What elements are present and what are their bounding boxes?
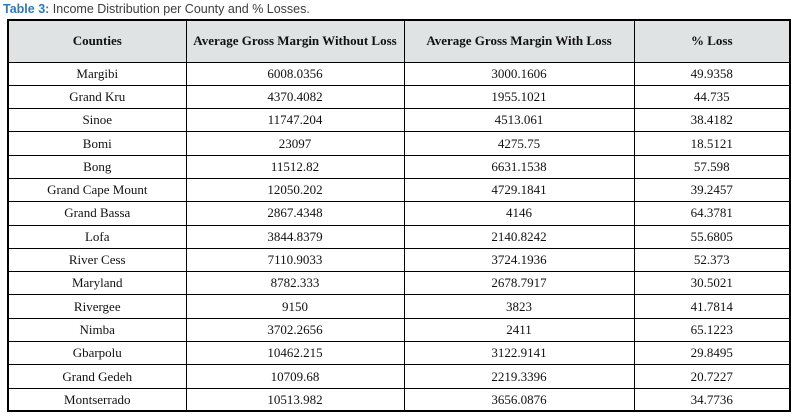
header-cell-percent-loss: % Loss [633,19,791,63]
value-cell: 4370.4082 [185,84,405,110]
table-row: Margibi 6008.0356 3000.1606 49.9358 [7,61,791,86]
value-cell: 3844.8379 [185,224,405,249]
county-cell: Grand Kru [7,84,187,110]
value-cell: 1955.1021 [403,84,635,110]
header-cell-counties: Counties [7,19,187,63]
table-row: Bong 11512.82 6631.1538 57.598 [7,154,791,179]
value-cell: 2140.8242 [403,224,635,249]
table-row: Nimba 3702.2656 2411 65.1223 [7,317,791,343]
value-cell: 57.598 [633,154,791,179]
value-cell: 4146 [403,201,635,226]
value-cell: 4275.75 [403,131,635,156]
table-row: Grand Cape Mount 12050.202 4729.1841 39.245… [7,177,791,203]
value-cell: 3823 [403,294,635,319]
county-cell: Lofa [7,224,187,249]
header-cell-avg-gross-margin-without-loss: Average Gross Margin Without Loss [185,19,405,63]
county-cell: Grand Bassa [7,201,187,226]
value-cell: 34.7736 [633,387,791,412]
table-caption-tag: Table 3: [3,2,50,16]
value-cell: 3702.2656 [185,317,405,343]
value-cell: 8782.333 [185,271,405,296]
county-cell: Bomi [7,131,187,156]
value-cell: 39.2457 [633,177,791,203]
value-cell: 2867.4348 [185,201,405,226]
value-cell: 2678.7917 [403,271,635,296]
value-cell: 3724.1936 [403,247,635,273]
county-cell: Grand Gedeh [7,364,187,389]
county-cell: River Cess [7,247,187,273]
value-cell: 10709.68 [185,364,405,389]
value-cell: 11747.204 [185,108,405,133]
value-cell: 9150 [185,294,405,319]
value-cell: 38.4182 [633,108,791,133]
table-row: Lofa 3844.8379 2140.8242 55.6805 [7,224,791,249]
value-cell: 52.373 [633,247,791,273]
value-cell: 12050.202 [185,177,405,203]
table-row: Grand Gedeh 10709.68 2219.3396 20.7227 [7,364,791,389]
value-cell: 2411 [403,317,635,343]
county-cell: Bong [7,154,187,179]
value-cell: 18.5121 [633,131,791,156]
value-cell: 20.7227 [633,364,791,389]
value-cell: 41.7814 [633,294,791,319]
value-cell: 23097 [185,131,405,156]
value-cell: 2219.3396 [403,364,635,389]
table-row: River Cess 7110.9033 3724.1936 52.373 [7,247,791,273]
county-cell: Maryland [7,271,187,296]
table-row: Gbarpolu 10462.215 3122.9141 29.8495 [7,341,791,366]
value-cell: 29.8495 [633,341,791,366]
value-cell: 65.1223 [633,317,791,343]
value-cell: 3656.0876 [403,387,635,412]
value-cell: 6008.0356 [185,61,405,86]
value-cell: 3122.9141 [403,341,635,366]
value-cell: 55.6805 [633,224,791,249]
county-cell: Rivergee [7,294,187,319]
value-cell: 4513.061 [403,108,635,133]
table-caption: Table 3: Income Distribution per County … [0,0,794,19]
value-cell: 10513.982 [185,387,405,412]
county-cell: Montserrado [7,387,187,412]
county-cell: Gbarpolu [7,341,187,366]
value-cell: 49.9358 [633,61,791,86]
table-row: Maryland 8782.333 2678.7917 30.5021 [7,271,791,296]
table-row: Sinoe 11747.204 4513.061 38.4182 [7,108,791,133]
value-cell: 7110.9033 [185,247,405,273]
county-cell: Sinoe [7,108,187,133]
value-cell: 3000.1606 [403,61,635,86]
table-body: Margibi 6008.0356 3000.1606 49.9358 Grand Kr… [7,61,791,412]
county-cell: Margibi [7,61,187,86]
table-row: Grand Kru 4370.4082 1955.1021 44.735 [7,84,791,110]
table-header-row: Counties Average Gross Margin Without Lo… [7,19,791,63]
value-cell: 6631.1538 [403,154,635,179]
table-row: Rivergee 9150 3823 41.7814 [7,294,791,319]
header-cell-avg-gross-margin-with-loss: Average Gross Margin With Loss [403,19,635,63]
table-row: Montserrado 10513.982 3656.0876 34.7736 [7,387,791,412]
value-cell: 11512.82 [185,154,405,179]
county-cell: Nimba [7,317,187,343]
value-cell: 44.735 [633,84,791,110]
table-header: Counties Average Gross Margin Without Lo… [7,19,791,63]
table-row: Grand Bassa 2867.4348 4146 64.3781 [7,201,791,226]
value-cell: 64.3781 [633,201,791,226]
value-cell: 30.5021 [633,271,791,296]
income-distribution-table: Counties Average Gross Margin Without Lo… [7,19,791,413]
table-caption-text: Income Distribution per County and % Los… [49,2,310,16]
table-row: Bomi 23097 4275.75 18.5121 [7,131,791,156]
county-cell: Grand Cape Mount [7,177,187,203]
value-cell: 10462.215 [185,341,405,366]
value-cell: 4729.1841 [403,177,635,203]
